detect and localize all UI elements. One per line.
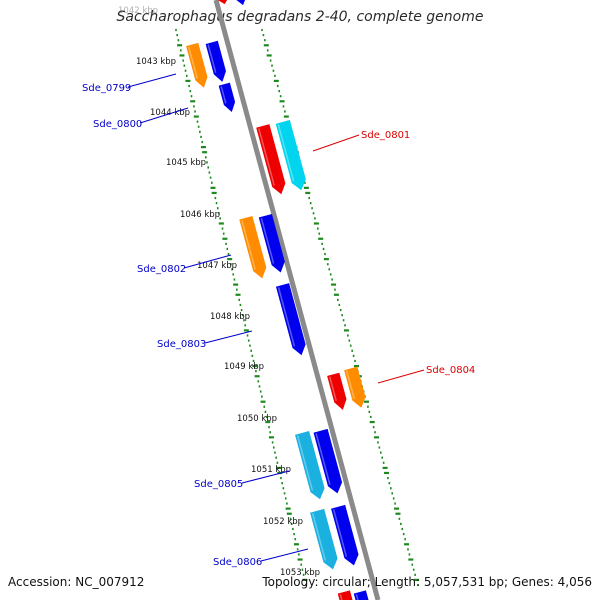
scale-label: 1051 kbp: [251, 465, 291, 475]
map-title: Saccharophagus degradans 2-40, complete …: [116, 9, 484, 25]
gene-arrow-highlight: [345, 370, 355, 400]
scale-label: 1047 kbp: [197, 261, 237, 271]
gene-arrow: [186, 42, 208, 88]
gene-label[interactable]: Sde_0799: [82, 83, 131, 94]
gene-label[interactable]: Sde_0805: [194, 479, 243, 490]
gene-label[interactable]: Sde_0803: [157, 339, 206, 350]
gene-arrow-highlight: [207, 44, 217, 73]
gene-arrow: [231, 0, 247, 6]
gene-arrow: [310, 508, 338, 570]
gene-arrow-highlight: [258, 128, 275, 186]
scale-label: 1044 kbp: [150, 108, 190, 118]
gene-label-leader: [139, 107, 189, 124]
gene-arrow-highlight: [277, 287, 296, 347]
gene-arrow: [205, 40, 226, 82]
gene-arrow: [295, 430, 325, 500]
gene-label-leader: [312, 134, 360, 152]
accession-text: Accession: NC_007912: [8, 575, 145, 589]
gene-label[interactable]: Sde_0801: [361, 130, 410, 141]
gene-arrow-highlight: [328, 376, 337, 401]
gene-label[interactable]: Sde_0800: [93, 119, 142, 130]
scale-label: 1043 kbp: [136, 57, 176, 67]
gene-arrow: [331, 504, 359, 566]
gene-arrow: [258, 213, 285, 273]
gene-arrow-highlight: [220, 86, 227, 104]
scale-label: 1042 kbp: [118, 6, 158, 16]
scale-label: 1049 kbp: [224, 362, 264, 372]
gene-arrow-highlight: [332, 509, 348, 557]
gene-arrow: [313, 428, 343, 494]
genome-backbone: [213, 0, 381, 600]
gene-arrow: [344, 366, 366, 408]
gene-arrow: [239, 216, 267, 279]
scale-label: 1048 kbp: [210, 312, 250, 322]
gene-label-leader: [183, 254, 232, 269]
gene-arrow-highlight: [187, 46, 198, 79]
gene-arrow: [275, 283, 306, 356]
gene-label[interactable]: Sde_0802: [137, 264, 186, 275]
gene-arrow: [218, 82, 236, 113]
gene-arrow: [353, 590, 369, 600]
scale-label: 1053 kbp: [280, 568, 320, 578]
scale-labels: 1042 kbp 1043 kbp 1044 kbp 1045 kbp 1046 kbp…: [118, 6, 320, 578]
gene-label-leader: [241, 470, 290, 484]
scale-label: 1052 kbp: [263, 517, 303, 527]
gene-arrow: [256, 124, 286, 195]
gene-arrow-highlight: [311, 513, 327, 561]
gene-arrow: [327, 372, 347, 410]
gene-label-leader: [260, 548, 309, 562]
gene-arrow-highlight: [315, 433, 331, 485]
gene-arrow-highlight: [339, 594, 344, 600]
scale-label: 1046 kbp: [180, 210, 220, 220]
gene-label[interactable]: Sde_0806: [213, 557, 262, 568]
gene-arrow-highlight: [260, 217, 275, 264]
scale-label: 1050 kbp: [237, 414, 277, 424]
gene-label[interactable]: Sde_0804: [426, 365, 475, 376]
gene-label-leader: [204, 330, 253, 344]
gene-label-leader: [127, 73, 177, 88]
gene-label-leader: [377, 369, 425, 384]
scale-label: 1045 kbp: [166, 158, 206, 168]
gene-arrow: [337, 590, 353, 600]
gene-arrow-highlight: [241, 220, 256, 270]
genome-stats-text: Topology: circular; Length: 5,057,531 bp…: [262, 575, 592, 589]
gene-arrow-highlight: [355, 594, 360, 600]
gene-features: [186, 0, 369, 600]
gene-arrow-highlight: [296, 435, 314, 491]
gene-arrow-highlight: [277, 124, 295, 182]
gene-labels: Sde_0799 Sde_0800 Sde_0801 Sde_0802 Sde_0803…: [82, 73, 475, 568]
gene-arrow: [275, 120, 306, 191]
